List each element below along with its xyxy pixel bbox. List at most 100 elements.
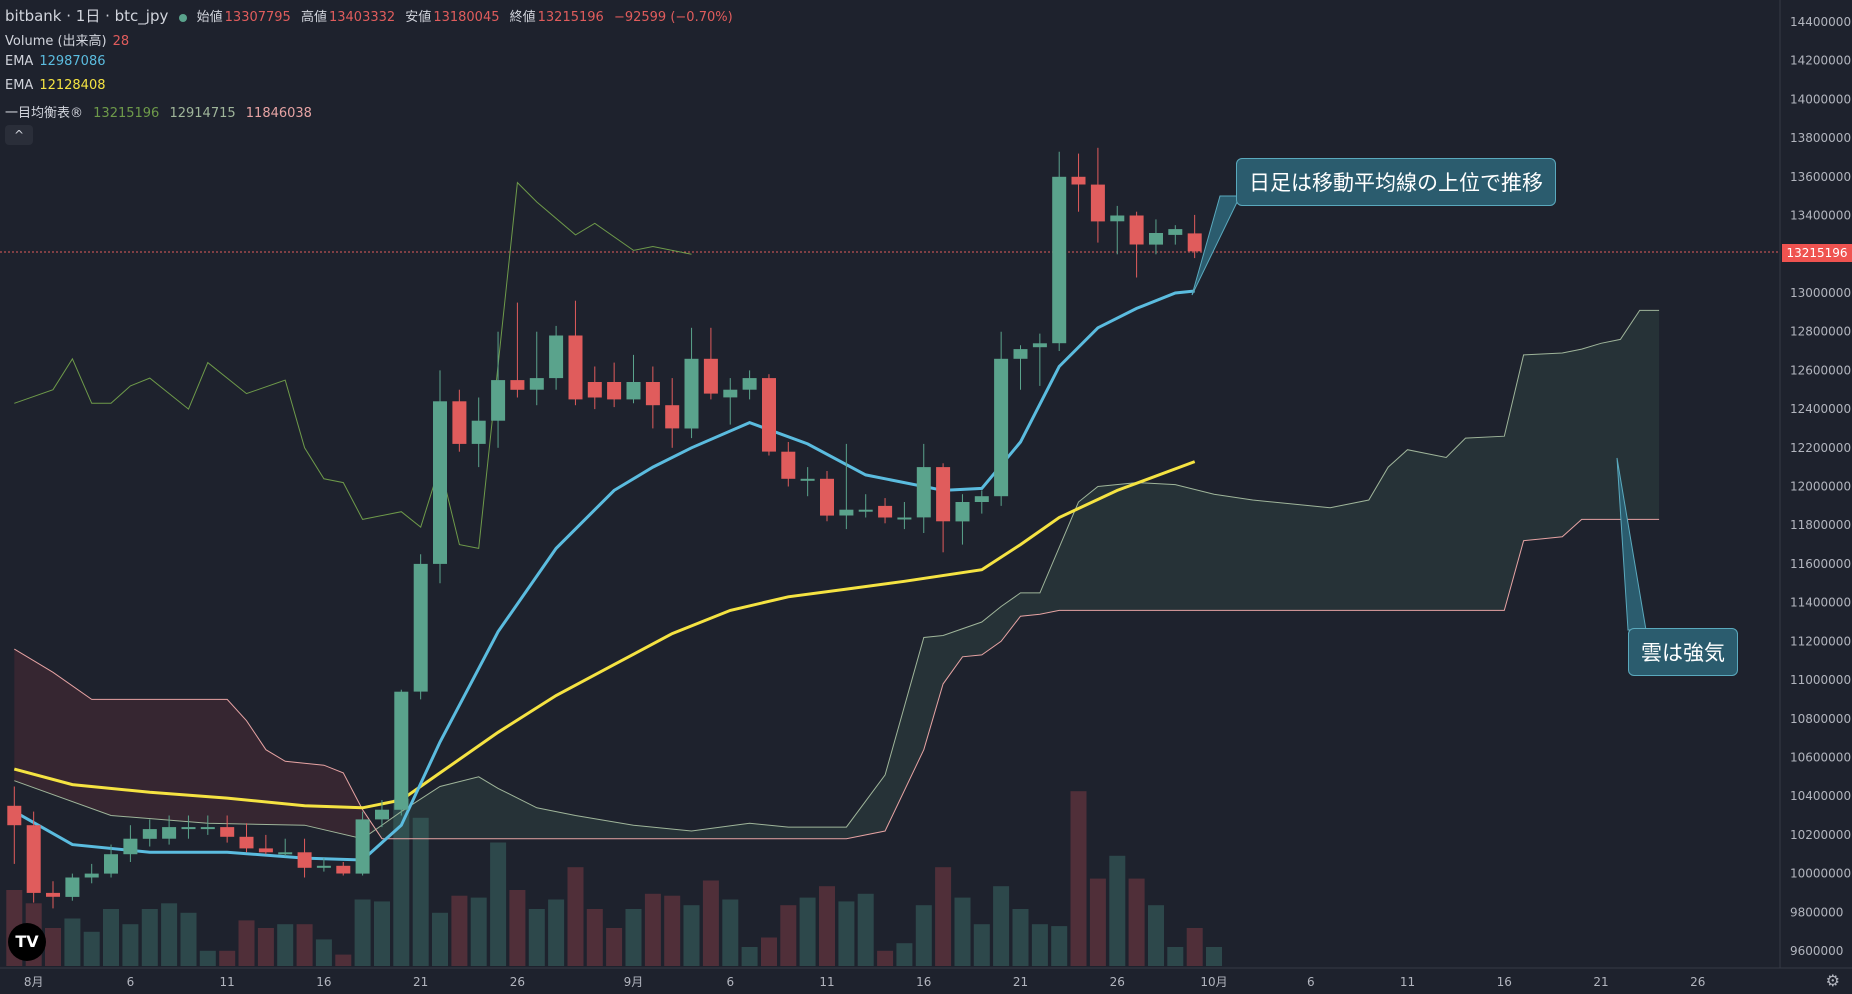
candle-body: [413, 563, 428, 692]
volume-bar: [722, 899, 739, 966]
volume-bar: [141, 909, 158, 966]
candle-body: [1090, 184, 1105, 222]
candle-body: [162, 827, 177, 839]
x-tick-label: 21: [1593, 975, 1608, 989]
volume-bar: [509, 890, 526, 966]
volume-bar: [490, 842, 507, 966]
market-status-icon: [178, 13, 187, 22]
x-tick-label: 11: [1400, 975, 1415, 989]
volume-bar: [219, 950, 236, 966]
y-tick-label: 14000000: [1790, 92, 1851, 106]
last-price-tag-text: 13215196: [1786, 246, 1848, 260]
change-value: −92599 (−0.70%): [613, 10, 733, 25]
y-tick-label: 14200000: [1790, 54, 1851, 68]
candle-body: [742, 378, 757, 390]
volume-bar: [1206, 947, 1222, 966]
volume-bar: [993, 886, 1010, 966]
y-tick-label: 12800000: [1790, 325, 1851, 339]
x-tick-label: 26: [1110, 975, 1125, 989]
logo-text: TV: [15, 932, 39, 951]
close-label: 終値: [509, 10, 536, 25]
ichimoku-label: 一目均衡表®: [5, 106, 84, 121]
volume-bar: [1109, 855, 1126, 966]
x-tick-label: 11: [819, 975, 834, 989]
open-value: 13307795: [224, 10, 291, 25]
candle-body: [800, 478, 815, 481]
ema-slow-line: [13, 460, 1196, 810]
candle-body: [26, 825, 41, 893]
candle-body: [916, 467, 931, 518]
time-axis: [0, 968, 1852, 994]
candle-body: [433, 401, 447, 564]
gear-icon[interactable]: ⚙: [1826, 971, 1840, 990]
volume-bar: [257, 928, 274, 966]
volume-bar: [432, 912, 448, 966]
tradingview-logo[interactable]: TV: [8, 923, 46, 961]
volume-bar: [586, 909, 603, 966]
y-tick-label: 12000000: [1790, 480, 1851, 494]
y-tick-label: 13800000: [1790, 131, 1851, 145]
y-tick-label: 14400000: [1790, 15, 1851, 29]
x-tick-label: 16: [316, 975, 331, 989]
y-tick-label: 11200000: [1790, 634, 1851, 648]
volume-bar: [1186, 928, 1203, 966]
candle-body: [703, 358, 718, 394]
candle-body: [878, 505, 893, 518]
candle-body: [452, 401, 467, 444]
volume-bar: [1031, 924, 1048, 966]
candle-body: [297, 852, 312, 868]
y-tick-label: 12200000: [1790, 441, 1851, 455]
candle-body: [1071, 176, 1086, 185]
candle-body: [549, 335, 564, 379]
ichimoku-value-1: 13215196: [93, 106, 160, 121]
candle-body: [1110, 215, 1125, 222]
candle-body: [1129, 215, 1144, 245]
candle-body: [955, 502, 970, 522]
collapse-legend-button[interactable]: ^: [5, 125, 33, 145]
candle-body: [7, 805, 22, 826]
volume-bar: [412, 817, 429, 966]
volume-bar: [470, 897, 487, 966]
gear-glyph: ⚙: [1825, 971, 1840, 990]
y-tick-label: 10800000: [1790, 712, 1851, 726]
volume-bar: [238, 920, 255, 966]
y-tick-label: 13000000: [1790, 286, 1851, 300]
volume-bar: [896, 943, 913, 966]
ichimoku-value-3: 11846038: [245, 106, 312, 121]
candle-body: [1187, 233, 1202, 252]
ema2-legend[interactable]: EMA 12128408: [5, 78, 112, 93]
ichimoku-legend[interactable]: 一目均衡表® 13215196 12914715 11846038: [5, 102, 318, 121]
candle-body: [65, 877, 80, 897]
y-tick-label: 11400000: [1790, 596, 1851, 610]
candle-body: [1168, 229, 1183, 235]
volume-bar: [567, 867, 584, 966]
ema2-value: 12128408: [39, 78, 106, 93]
volume-bar: [199, 950, 216, 966]
volume-legend[interactable]: Volume (出来高) 28: [5, 30, 135, 49]
candle-body: [529, 378, 544, 390]
volume-bar: [393, 798, 410, 966]
ema-fast-line: [13, 289, 1195, 862]
volume-bar: [799, 897, 816, 966]
candle-body: [936, 467, 951, 522]
candle-body: [1052, 176, 1067, 344]
candle-body: [258, 848, 273, 853]
price-axis: [1780, 0, 1852, 994]
x-tick-label: 6: [1307, 975, 1315, 989]
senkou-span-b-line: [14, 518, 1660, 840]
volume-bar: [277, 924, 294, 966]
candle-body: [781, 451, 796, 479]
volume-bar: [296, 924, 313, 966]
volume-label: Volume (出来高): [5, 34, 107, 49]
volume-bar: [664, 895, 681, 966]
volume-bar: [683, 905, 700, 966]
close-value: 13215196: [537, 10, 604, 25]
high-value: 13403332: [328, 10, 396, 25]
callout-cloud-bullish: 雲は強気: [1628, 628, 1738, 676]
volume-bar: [877, 950, 894, 966]
ema1-legend[interactable]: EMA 12987086: [5, 54, 112, 69]
y-tick-label: 9600000: [1790, 944, 1843, 958]
header-legend: bitbank · 1日 · btc_jpy 始値 13307795 高値 1340…: [5, 5, 739, 26]
open-label: 始値: [196, 10, 223, 25]
